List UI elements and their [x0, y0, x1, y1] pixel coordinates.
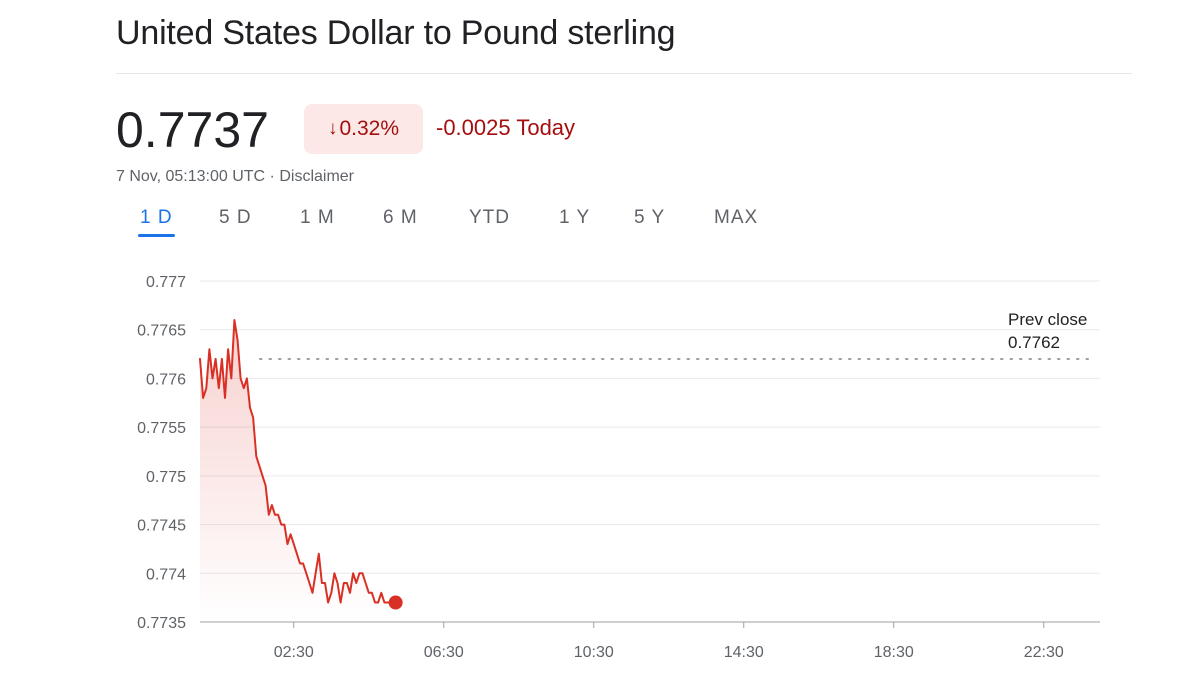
tab-6m[interactable]: 6 M [383, 207, 418, 228]
x-tick-label: 18:30 [874, 644, 914, 661]
tab-1d[interactable]: 1 D [138, 207, 175, 237]
y-tick-label: 0.7735 [137, 615, 186, 632]
x-axis: 02:30 06:30 10:30 14:30 18:30 22:30 [274, 622, 1064, 661]
current-point [388, 595, 403, 610]
x-tick-label: 14:30 [724, 644, 764, 661]
tab-5y[interactable]: 5 Y [634, 207, 666, 228]
change-percent-value: 0.32% [339, 117, 400, 140]
chart-gridlines [200, 280, 1100, 623]
change-today: -0.0025 Today [436, 115, 576, 140]
change-percent-badge: ↓ 0.32% [304, 104, 423, 154]
y-tick-label: 0.7745 [137, 518, 186, 535]
x-tick-label: 22:30 [1024, 644, 1064, 661]
tab-1y[interactable]: 1 Y [559, 207, 591, 228]
y-tick-label: 0.7755 [137, 420, 186, 437]
tab-max[interactable]: MAX [714, 207, 759, 228]
chart-series [199, 319, 403, 622]
y-tick-label: 0.777 [146, 274, 186, 291]
page-title: United States Dollar to Pound sterling [116, 14, 676, 52]
tab-5d[interactable]: 5 D [219, 207, 252, 228]
x-tick-label: 06:30 [424, 644, 464, 661]
quote-timestamp-row: 7 Nov, 05:13:00 UTC · Disclaimer [116, 168, 354, 186]
price-chart[interactable]: 0.7735 0.774 0.7745 0.775 0.7755 0.776 0.7765 0… [0, 255, 1200, 675]
y-tick-label: 0.7765 [137, 323, 186, 340]
x-tick-label: 02:30 [274, 644, 314, 661]
y-tick-label: 0.774 [146, 566, 186, 583]
prev-close-marker: Prev close 0.7762 [259, 310, 1093, 360]
y-axis: 0.7735 0.774 0.7745 0.775 0.7755 0.776 0.7765 0… [137, 274, 186, 632]
tab-1m[interactable]: 1 M [300, 207, 335, 228]
disclaimer-link[interactable]: Disclaimer [279, 168, 354, 185]
tab-ytd[interactable]: YTD [469, 207, 510, 228]
timestamp-separator: · [265, 168, 280, 185]
series-line [199, 319, 397, 604]
series-area [200, 320, 396, 622]
quote-timestamp: 7 Nov, 05:13:00 UTC [116, 168, 266, 185]
x-tick-label: 10:30 [574, 644, 614, 661]
y-tick-label: 0.775 [146, 469, 186, 486]
y-tick-label: 0.776 [146, 371, 186, 388]
current-price: 0.7737 [116, 102, 269, 158]
title-divider [116, 73, 1132, 74]
prev-close-label: Prev close [1008, 310, 1087, 329]
prev-close-value: 0.7762 [1008, 333, 1060, 352]
arrow-down-icon: ↓ [327, 118, 338, 139]
